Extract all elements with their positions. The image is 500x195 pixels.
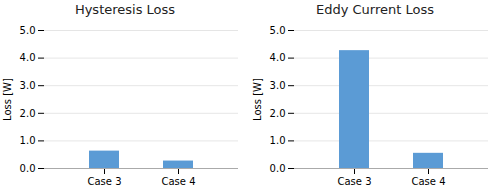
svg-text:Loss [W]: Loss [W]: [2, 78, 13, 121]
svg-text:Case 4: Case 4: [411, 176, 445, 187]
svg-text:5.0: 5.0: [270, 25, 286, 36]
svg-text:4.0: 4.0: [270, 52, 286, 63]
svg-text:3.0: 3.0: [20, 80, 36, 91]
svg-text:3.0: 3.0: [270, 80, 286, 91]
svg-text:0.0: 0.0: [20, 163, 36, 174]
svg-text:Case 3: Case 3: [337, 176, 371, 187]
svg-text:Case 4: Case 4: [161, 176, 195, 187]
svg-text:5.0: 5.0: [20, 25, 36, 36]
svg-text:2.0: 2.0: [270, 108, 286, 119]
svg-text:2.0: 2.0: [20, 108, 36, 119]
svg-text:4.0: 4.0: [20, 52, 36, 63]
svg-text:0.0: 0.0: [270, 163, 286, 174]
svg-text:Loss [W]: Loss [W]: [252, 78, 263, 121]
html-text:Hysteresis Loss: Hysteresis Loss: [74, 2, 176, 17]
svg-text:1.0: 1.0: [270, 135, 286, 146]
html-text:Eddy Current Loss: Eddy Current Loss: [316, 2, 434, 17]
svg-text:1.0: 1.0: [20, 135, 36, 146]
svg-text:Case 3: Case 3: [87, 176, 121, 187]
